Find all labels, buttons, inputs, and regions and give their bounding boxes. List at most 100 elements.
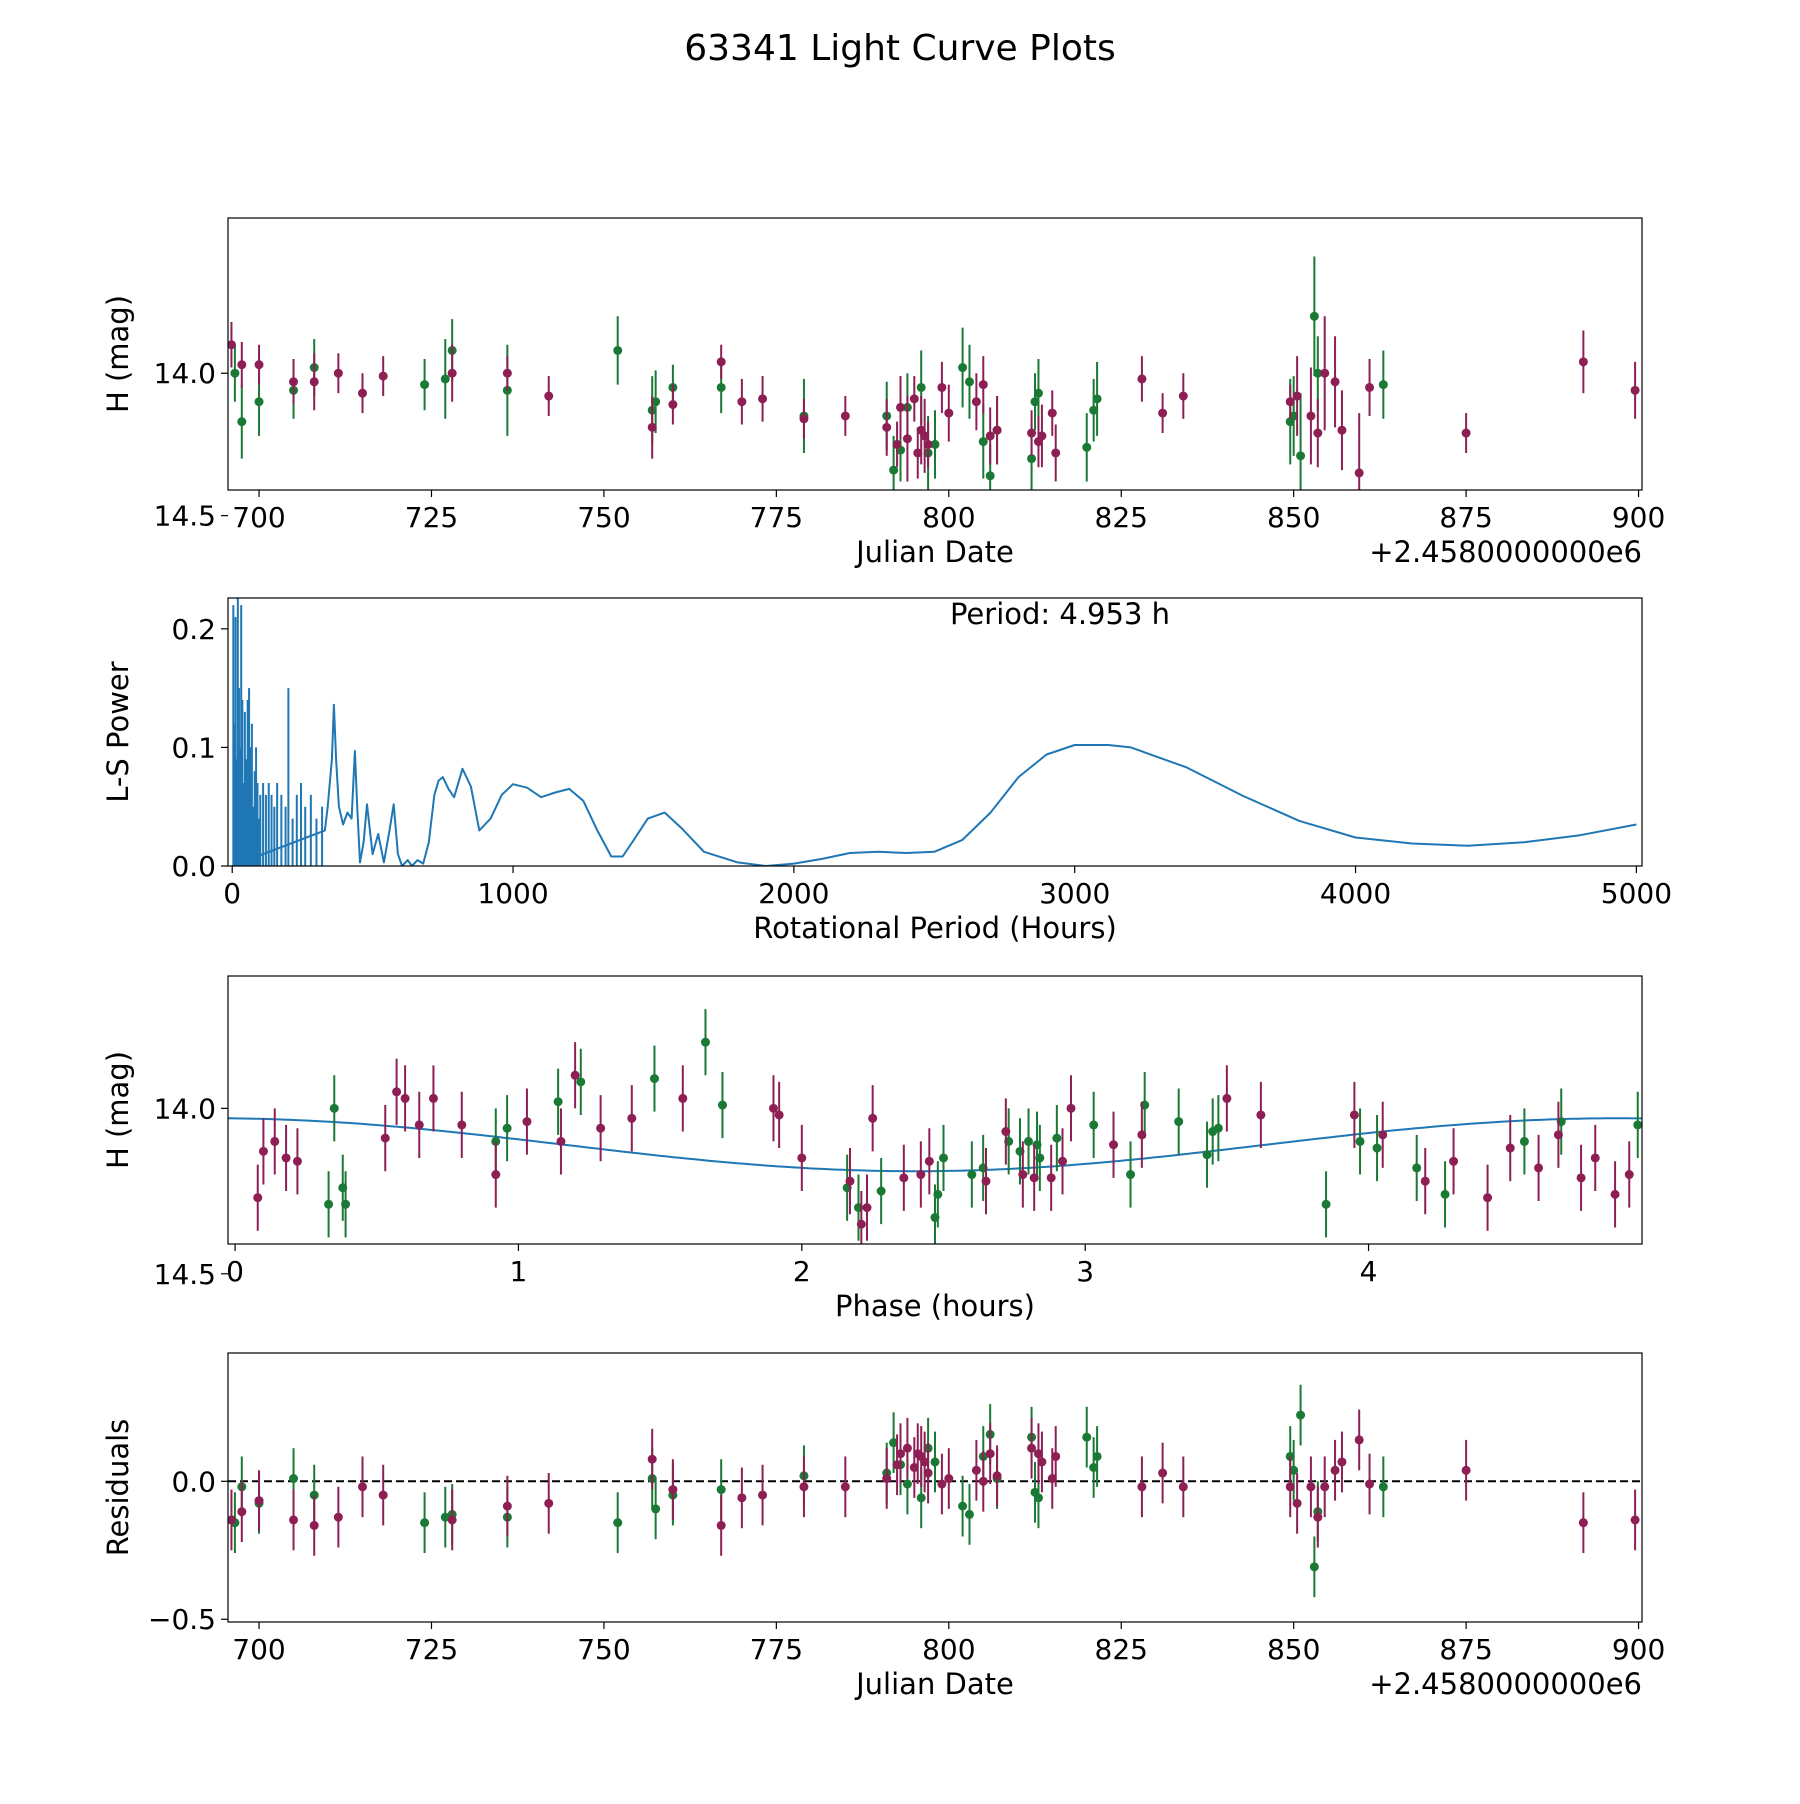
residuals-point-r	[937, 1479, 947, 1489]
phased-point-g	[576, 1077, 586, 1087]
residuals-point-r	[1037, 1457, 1047, 1467]
residuals-point-r	[1306, 1482, 1316, 1492]
raw-point-r	[1178, 391, 1188, 401]
phased-point-g	[1372, 1143, 1382, 1153]
phased-point-g	[1052, 1133, 1062, 1143]
residuals-point-r	[1320, 1482, 1330, 1492]
raw-point-r	[647, 422, 657, 432]
phased-point-r	[1066, 1103, 1076, 1113]
periodogram-xtick-label: 1000	[477, 877, 548, 910]
residuals-ytick-label: 0.0	[171, 1465, 216, 1498]
phased-point-r	[258, 1146, 268, 1156]
residuals-xtick-label: 825	[1095, 1633, 1148, 1666]
raw-point-r	[1354, 468, 1364, 478]
phased-frame	[227, 975, 1643, 1245]
raw-point-r	[909, 394, 919, 404]
raw-point-r	[902, 434, 912, 444]
residuals-point-r	[985, 1449, 995, 1459]
phased-point-g	[1633, 1120, 1642, 1130]
raw-point-r	[1158, 408, 1168, 418]
residuals-point-r	[309, 1520, 319, 1530]
raw-point-r	[937, 382, 947, 392]
residuals-point-r	[978, 1476, 988, 1486]
phased-point-g	[1174, 1117, 1184, 1127]
residuals-point-r	[892, 1460, 902, 1470]
phased-point-r	[916, 1170, 926, 1180]
phased-point-r	[570, 1070, 580, 1080]
residuals-point-r	[647, 1454, 657, 1464]
residuals-xtick-label: 750	[577, 1633, 630, 1666]
phased-xlabel: Phase (hours)	[835, 1289, 1035, 1323]
residuals-point-r	[896, 1449, 906, 1459]
residuals-point-r	[909, 1462, 919, 1472]
residuals-xtick-label: 850	[1267, 1633, 1320, 1666]
residuals-point-r	[944, 1474, 954, 1484]
raw-point-r	[944, 408, 954, 418]
residuals-point-g	[1089, 1462, 1099, 1472]
raw-point-r	[1320, 368, 1330, 378]
residuals-point-r	[1578, 1518, 1588, 1528]
phased-point-g	[1126, 1170, 1136, 1180]
phased-point-g	[341, 1199, 351, 1209]
phased-ytick-label: 14.5	[154, 1258, 216, 1291]
phased-point-r	[253, 1193, 263, 1203]
residuals-point-g	[289, 1474, 299, 1484]
residuals-point-r	[1337, 1457, 1347, 1467]
phased-point-r	[1505, 1143, 1515, 1153]
residuals-xtick-label: 875	[1439, 1633, 1492, 1666]
raw-point-g	[716, 382, 726, 392]
residuals-frame	[227, 1352, 1643, 1623]
residuals-ylabel: Residuals	[101, 1419, 135, 1557]
raw-point-g	[1313, 368, 1323, 378]
residuals-point-g	[1309, 1562, 1319, 1572]
residuals-xtick-label: 725	[405, 1633, 458, 1666]
raw-point-r	[716, 357, 726, 367]
phased-point-r	[414, 1120, 424, 1130]
periodogram-xtick-label: 2000	[758, 877, 829, 910]
residuals-point-r	[447, 1515, 457, 1525]
phased-point-g	[1213, 1123, 1223, 1133]
raw-point-r	[1337, 425, 1347, 435]
raw-point-g	[1092, 394, 1102, 404]
phased-point-g	[1089, 1120, 1099, 1130]
periodogram-line	[231, 703, 1637, 866]
periodogram-xtick-label: 3000	[1039, 877, 1110, 910]
residuals-point-r	[992, 1471, 1002, 1481]
raw-offset-text: +2.4580000000e6	[1369, 535, 1642, 569]
raw-point-r	[971, 397, 981, 407]
raw-point-g	[1378, 380, 1388, 390]
raw-point-r	[1037, 431, 1047, 441]
phased-point-r	[768, 1103, 778, 1113]
phased-point-r	[1624, 1170, 1634, 1180]
chart-residuals: 700 725 750 775 800 825 850 875 900 0.0 −0.5 Julian…	[101, 1352, 1665, 1701]
phased-point-g	[1035, 1153, 1045, 1163]
phased-point-g	[1355, 1136, 1365, 1146]
phased-point-g	[1519, 1136, 1529, 1146]
phased-point-g	[967, 1170, 977, 1180]
raw-point-r	[1051, 448, 1061, 458]
raw-point-r	[237, 360, 247, 370]
raw-point-r	[1306, 411, 1316, 421]
raw-point-r	[333, 368, 343, 378]
chart-periodogram: 0 1000 2000 3000 4000 5000 0.0 0.1 0.2 Rotational…	[101, 597, 1672, 945]
raw-point-r	[978, 380, 988, 390]
phased-point-g	[502, 1123, 512, 1133]
raw-point-g	[420, 380, 430, 390]
phased-point-r	[1449, 1156, 1459, 1166]
figure-title: 63341 Light Curve Plots	[684, 28, 1116, 69]
phased-plot-area	[228, 1009, 1642, 1244]
phased-point-g	[876, 1186, 886, 1196]
raw-xtick-label: 900	[1612, 501, 1665, 534]
residuals-point-r	[840, 1482, 850, 1492]
phased-ylabel: H (mag)	[101, 1051, 135, 1169]
residuals-point-g	[440, 1512, 450, 1522]
raw-point-g	[1030, 397, 1040, 407]
raw-point-r	[1365, 382, 1375, 392]
residuals-point-r	[920, 1457, 930, 1467]
residuals-point-r	[1158, 1468, 1168, 1478]
phased-point-r	[1222, 1093, 1232, 1103]
phased-ytick-label: 14.0	[154, 1092, 216, 1125]
raw-point-r	[447, 368, 457, 378]
phased-point-r	[1058, 1156, 1068, 1166]
raw-point-r	[358, 388, 368, 398]
